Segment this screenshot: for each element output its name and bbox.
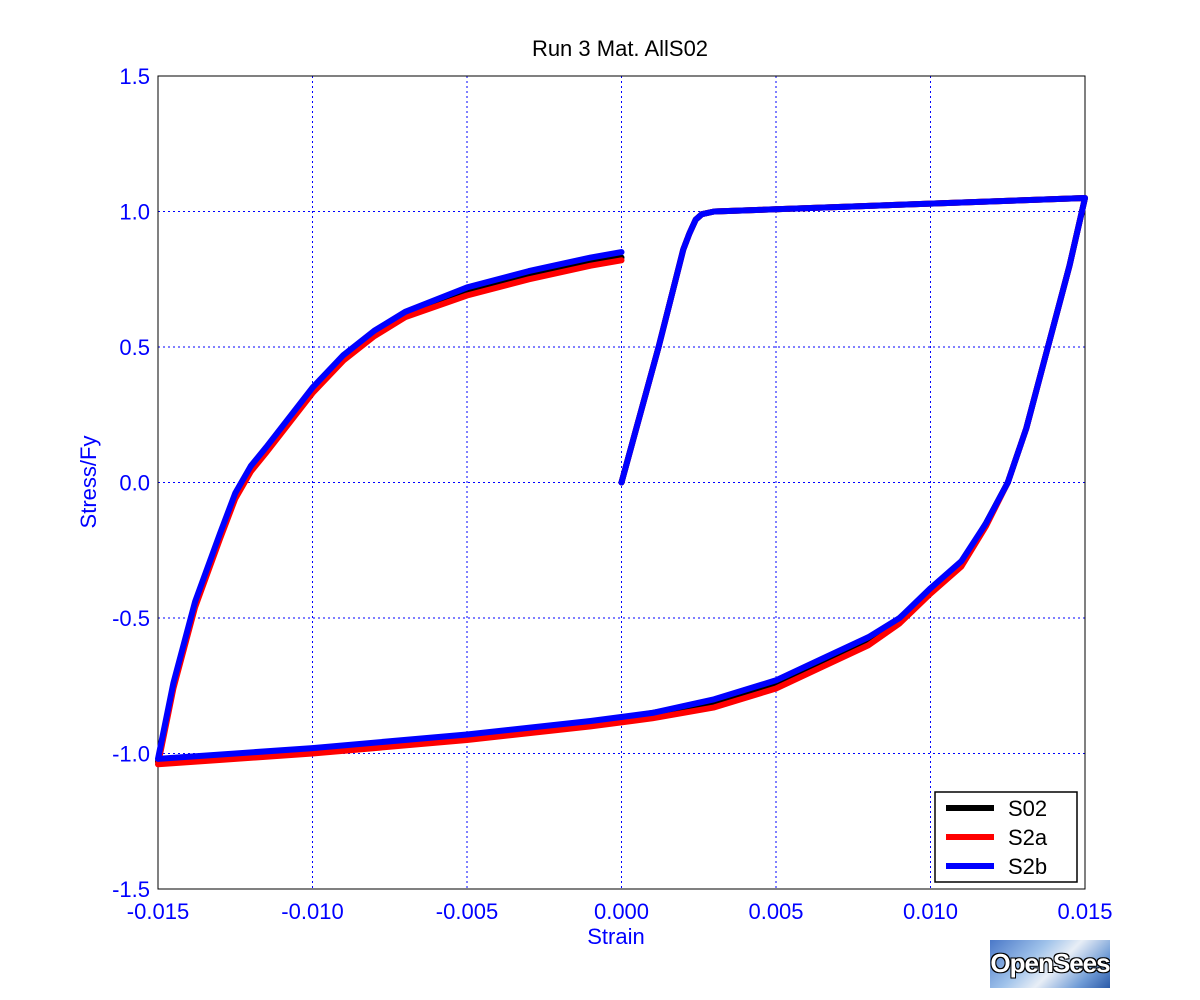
y-tick-labels: -1.5 -1.0 -0.5 0.0 0.5 1.0 1.5	[112, 64, 150, 902]
chart-title: Run 3 Mat. AllS02	[532, 36, 708, 61]
legend-label-s02: S02	[1008, 796, 1047, 821]
legend-label-s2b: S2b	[1008, 854, 1047, 879]
series-line-s2b	[155, 195, 1088, 762]
y-tick-label: 1.0	[119, 200, 150, 225]
x-tick-label: 0.010	[903, 899, 958, 924]
legend-label-s2a: S2a	[1008, 825, 1048, 850]
plot-frame	[157, 75, 1086, 890]
y-tick-label: -1.5	[112, 877, 150, 902]
x-tick-label: 0.000	[594, 899, 649, 924]
y-tick-label: 0.5	[119, 335, 150, 360]
opensees-logo: OpenSees	[990, 940, 1110, 988]
y-tick-label: 0.0	[119, 471, 150, 496]
x-tick-label: -0.015	[127, 899, 189, 924]
x-tick-labels: -0.015 -0.010 -0.005 0.000 0.005 0.010 0.015	[127, 899, 1113, 924]
y-tick-label: -1.0	[112, 742, 150, 767]
x-tick-label: -0.010	[281, 899, 343, 924]
series-layer	[155, 195, 1088, 768]
x-tick-label: 0.015	[1057, 899, 1112, 924]
y-axis-label: Stress/Fy	[76, 436, 101, 529]
x-axis-label: Strain	[587, 924, 644, 949]
y-tick-label: -0.5	[112, 606, 150, 631]
legend: S02 S2a S2b	[934, 791, 1078, 883]
logo-text: OpenSees	[990, 948, 1110, 978]
y-tick-label: 1.5	[119, 64, 150, 89]
x-tick-label: 0.005	[748, 899, 803, 924]
x-tick-label: -0.005	[436, 899, 498, 924]
